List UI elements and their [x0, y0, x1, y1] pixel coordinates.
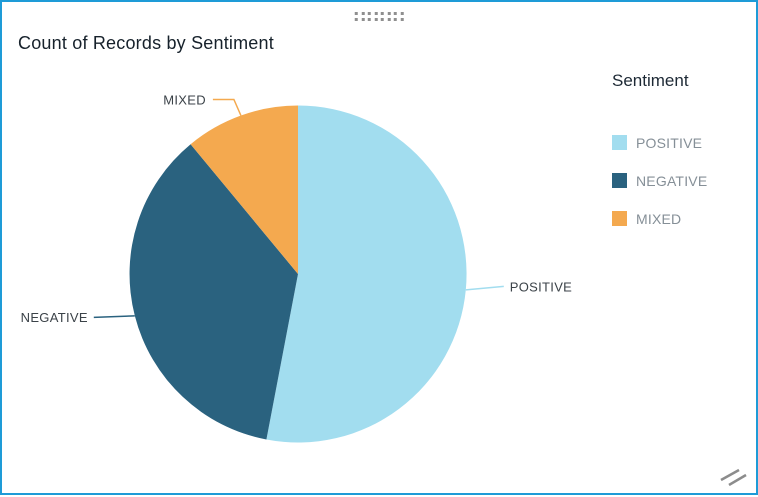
- legend-item-mixed[interactable]: MIXED: [612, 211, 752, 226]
- legend-item-positive[interactable]: POSITIVE: [612, 135, 752, 150]
- legend-item-negative[interactable]: NEGATIVE: [612, 173, 752, 188]
- legend-title: Sentiment: [612, 71, 752, 91]
- pie-slice-label: MIXED: [163, 93, 206, 108]
- resize-handle-icon[interactable]: [720, 468, 747, 486]
- legend-swatch: [612, 211, 627, 226]
- legend: Sentiment POSITIVE NEGATIVE MIXED: [612, 71, 752, 249]
- legend-swatch: [612, 135, 627, 150]
- pie-slice-label: POSITIVE: [510, 279, 572, 294]
- pie-label-leader-line: [94, 316, 135, 318]
- legend-item-label: NEGATIVE: [636, 173, 707, 189]
- pie-label-leader-line: [213, 100, 241, 116]
- pie-label-leader-line: [466, 286, 504, 290]
- legend-item-label: MIXED: [636, 211, 681, 227]
- legend-item-label: POSITIVE: [636, 135, 702, 151]
- legend-swatch: [612, 173, 627, 188]
- pie-slice-label: NEGATIVE: [21, 310, 88, 325]
- legend-items: POSITIVE NEGATIVE MIXED: [612, 135, 752, 226]
